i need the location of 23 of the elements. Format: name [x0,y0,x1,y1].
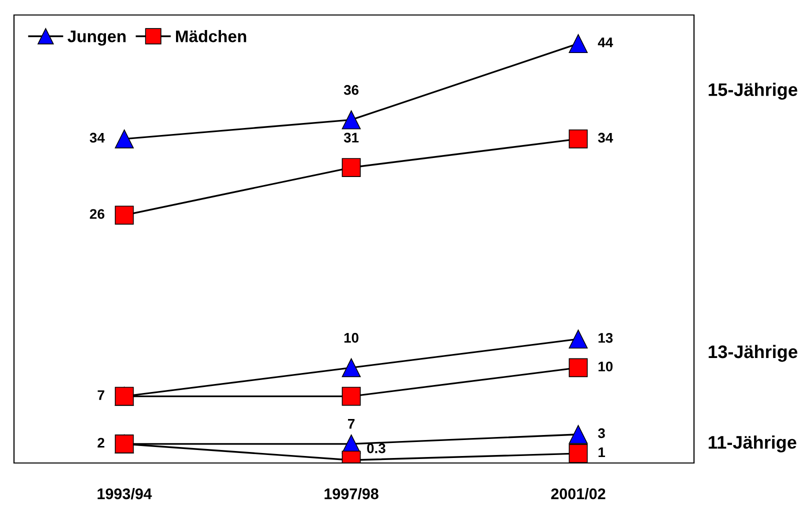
data-label: 10 [598,362,613,372]
x-tick-label: 2001/02 [551,488,606,500]
text: 13-Jährige [708,344,798,362]
data-label: 2 [98,438,104,448]
legend-label: Mädchen [176,30,246,42]
data-label: 0.3 [367,443,386,454]
data-label: 31 [344,132,359,143]
data-label: 3 [598,428,605,438]
legend-label: Jungen [68,30,126,46]
data-label: 7 [348,419,355,429]
data-label: 10 [344,332,358,343]
x-tick-label: 1997/98 [324,488,378,500]
text: 15-Jährige [708,82,798,100]
x-tick-label: 1993/94 [98,488,152,500]
data-label: 34 [90,132,105,143]
data-label: 13 [598,332,613,343]
data-label: 26 [90,209,104,219]
data-label: 36 [344,85,358,95]
data-label: 34 [598,132,614,143]
data-label: 44 [598,38,614,48]
data-label: 7 [98,390,104,400]
text: 11-Jährige [708,435,796,452]
data-label: 1 [598,448,606,458]
